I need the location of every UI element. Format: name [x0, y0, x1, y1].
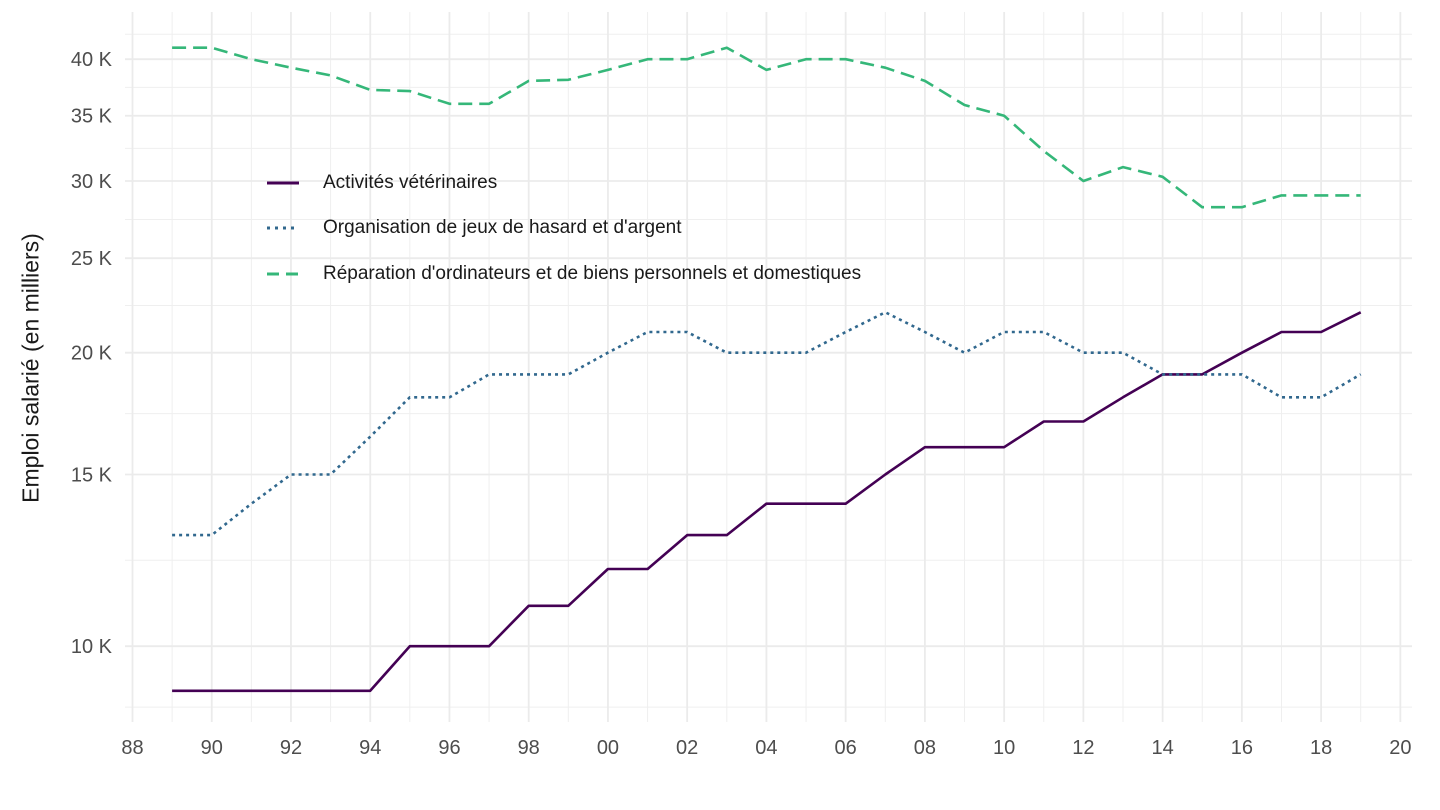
y-tick-label: 40 K	[71, 49, 113, 71]
y-tick-label: 35 K	[71, 106, 113, 128]
series-line-2	[172, 46, 1361, 209]
x-tick-label: 98	[518, 737, 540, 759]
legend-item-activites-veterinaires: Activités vétérinaires	[266, 160, 861, 206]
legend-item-jeux-de-hasard: Organisation de jeux de hasard et d'arge…	[266, 206, 861, 252]
x-tick-label: 88	[121, 737, 143, 759]
legend-key-solid-line	[267, 181, 299, 185]
legend-item-reparation-ordinateurs: Réparation d'ordinateurs et de biens per…	[266, 251, 861, 297]
x-tick-label: 10	[993, 737, 1015, 759]
y-tick-label: 20 K	[71, 343, 113, 365]
y-tick-label: 10 K	[71, 636, 113, 658]
x-tick-label: 08	[914, 737, 936, 759]
y-tick-label: 30 K	[71, 171, 113, 193]
legend-label: Réparation d'ordinateurs et de biens per…	[323, 262, 862, 284]
legend-label: Organisation de jeux de hasard et d'arge…	[323, 217, 682, 239]
x-tick-label: 92	[280, 737, 302, 759]
legend-key-dashed-line	[267, 272, 299, 276]
legend-label: Activités vétérinaires	[323, 171, 498, 193]
legend-key-dotted-line	[267, 226, 299, 230]
series-line-1	[172, 310, 1362, 537]
x-tick-label: 20	[1389, 737, 1411, 759]
x-tick-label: 14	[1151, 737, 1173, 759]
x-tick-label: 18	[1310, 737, 1332, 759]
x-tick-label: 00	[597, 737, 619, 759]
x-tick-label: 06	[835, 737, 857, 759]
legend: Activités vétérinaires Organisation de j…	[266, 160, 861, 297]
x-tick-label: 12	[1072, 737, 1094, 759]
y-tick-label: 15 K	[71, 465, 113, 487]
x-tick-label: 02	[676, 737, 698, 759]
x-tick-label: 04	[755, 737, 777, 759]
y-axis-title: Emploi salarié (en milliers)	[17, 233, 44, 503]
x-tick-label: 96	[438, 737, 460, 759]
x-tick-label: 94	[359, 737, 381, 759]
y-tick-label: 25 K	[71, 248, 113, 270]
x-tick-label: 90	[201, 737, 223, 759]
x-tick-label: 16	[1231, 737, 1253, 759]
